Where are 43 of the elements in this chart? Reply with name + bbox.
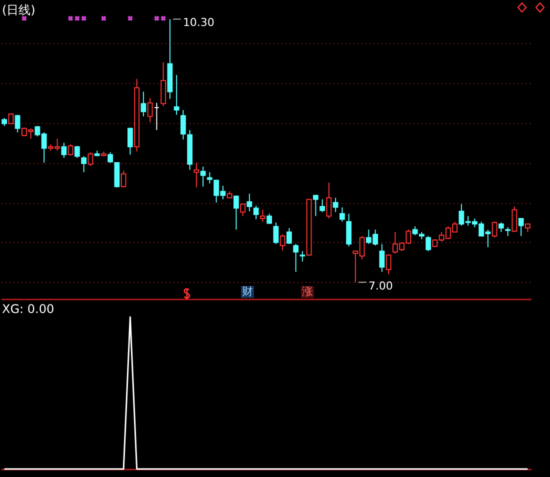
- candlestick: [320, 198, 326, 213]
- candlestick: [240, 204, 246, 217]
- candlestick: [233, 196, 239, 230]
- annotation: 财: [241, 285, 254, 298]
- candlestick: [300, 250, 306, 262]
- candlestick: [498, 222, 504, 233]
- candlestick: [379, 243, 385, 272]
- candlestick: [61, 142, 67, 158]
- candlestick: [194, 162, 200, 188]
- candlestick: [492, 221, 498, 238]
- candlestick: [346, 213, 352, 247]
- candlestick: [280, 234, 286, 251]
- candlestick: [426, 236, 432, 252]
- candlestick: [326, 182, 332, 219]
- candlestick: [200, 166, 206, 188]
- candlestick: [332, 197, 338, 213]
- candlestick: [81, 156, 87, 173]
- chart-title: XG: 0.00: [2, 302, 54, 316]
- candlestick: [512, 206, 518, 233]
- candlestick: [147, 98, 153, 122]
- candlestick: [273, 222, 279, 244]
- annotation: 7.00: [368, 279, 393, 292]
- candlestick: [140, 91, 146, 117]
- candlestick: [68, 144, 74, 156]
- candlestick: [260, 209, 266, 222]
- candlestick: [518, 218, 524, 237]
- candlestick: [127, 127, 133, 156]
- annotation: 10.30: [182, 16, 214, 30]
- candlestick: [246, 193, 252, 212]
- candlestick: [88, 152, 94, 166]
- candlestick: [386, 254, 392, 275]
- candlestick: [339, 206, 345, 222]
- candlestick: [14, 114, 20, 133]
- candlestick: [312, 194, 318, 217]
- candlestick: [286, 228, 292, 244]
- annotation: 涨: [301, 285, 314, 298]
- candlestick: [8, 114, 14, 124]
- candlestick: [160, 62, 166, 107]
- candlestick: [120, 170, 126, 188]
- chart-title: (日线): [2, 2, 36, 19]
- candlestick: [174, 74, 180, 116]
- candlestick: [293, 243, 299, 272]
- candlestick: [253, 205, 259, 220]
